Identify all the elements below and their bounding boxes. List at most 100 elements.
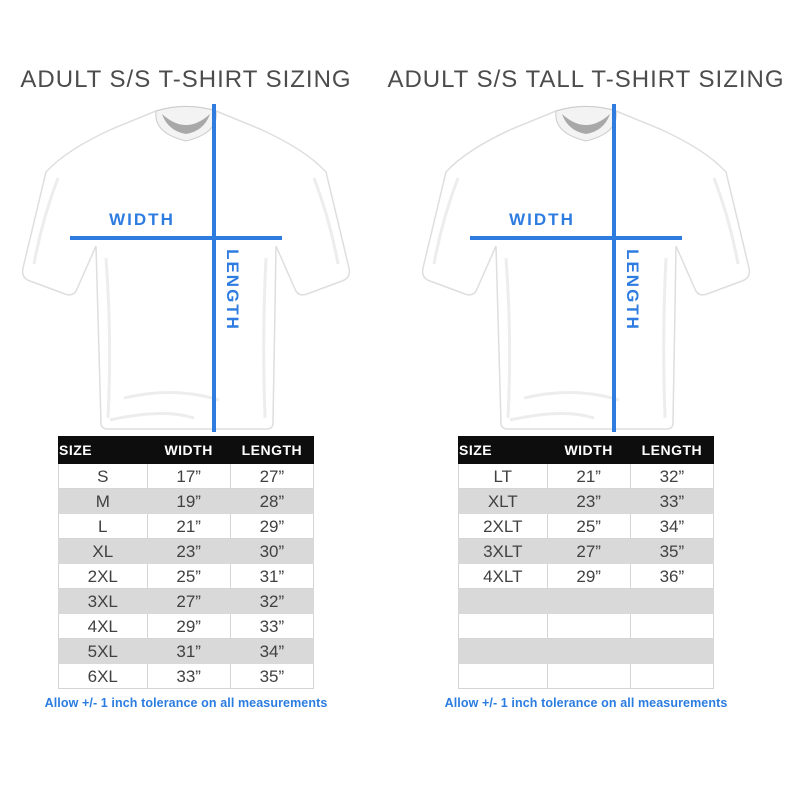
size-cell: 4XLT: [458, 563, 548, 589]
width-cell: 31”: [146, 638, 231, 664]
tshirt-graphic: [21, 105, 351, 430]
length-cell: 29”: [229, 513, 315, 539]
table-row: 4XL 29” 33”: [58, 613, 315, 639]
length-cell: 33”: [229, 613, 315, 639]
size-table-regular: SIZE WIDTH LENGTH S 17” 27” M 19” 28”: [58, 436, 315, 689]
tshirt-graphic: [421, 105, 751, 430]
tolerance-note-regular: Allow +/- 1 inch tolerance on all measur…: [44, 696, 328, 710]
table-row: XLT 23” 33”: [458, 488, 715, 514]
width-cell: 23”: [546, 488, 631, 514]
table-row: L 21” 29”: [58, 513, 315, 539]
table-row: LT 21” 32”: [458, 463, 715, 489]
col-header-length: LENGTH: [629, 436, 715, 464]
length-cell: 27”: [229, 463, 315, 489]
table-row: 3XLT 27” 35”: [458, 538, 715, 564]
table-header-row: SIZE WIDTH LENGTH: [58, 436, 315, 464]
width-cell: 21”: [546, 463, 631, 489]
width-label: WIDTH: [509, 210, 575, 229]
table-row: XL 23” 30”: [58, 538, 315, 564]
col-header-length: LENGTH: [229, 436, 315, 464]
fabric-shading: [432, 177, 740, 422]
size-cell: S: [58, 463, 148, 489]
size-cell: 4XL: [58, 613, 148, 639]
width-cell: 29”: [546, 563, 631, 589]
width-cell: [546, 613, 631, 639]
tshirt-diagram-tall: WIDTH LENGTH: [414, 98, 758, 436]
tshirt-diagram-regular: WIDTH LENGTH: [14, 98, 358, 436]
length-cell: [629, 588, 715, 614]
width-cell: 23”: [146, 538, 231, 564]
col-header-width: WIDTH: [146, 436, 231, 464]
table-row: S 17” 27”: [58, 463, 315, 489]
width-cell: 21”: [146, 513, 231, 539]
width-cell: 25”: [146, 563, 231, 589]
collar-opening: [562, 114, 610, 134]
size-cell: 3XL: [58, 588, 148, 614]
length-cell: 34”: [229, 638, 315, 664]
length-cell: 32”: [629, 463, 715, 489]
length-cell: 35”: [229, 663, 315, 689]
tolerance-note-tall: Allow +/- 1 inch tolerance on all measur…: [444, 696, 728, 710]
length-label: LENGTH: [623, 249, 642, 331]
length-cell: 35”: [629, 538, 715, 564]
width-cell: [546, 663, 631, 689]
table-row: 2XL 25” 31”: [58, 563, 315, 589]
length-cell: 33”: [629, 488, 715, 514]
collar-opening: [162, 114, 210, 134]
width-cell: [546, 638, 631, 664]
size-cell: [458, 663, 548, 689]
size-cell: 2XLT: [458, 513, 548, 539]
col-header-width: WIDTH: [546, 436, 631, 464]
table-row: 6XL 33” 35”: [58, 663, 315, 689]
width-cell: 33”: [146, 663, 231, 689]
tall-sizing-panel: ADULT S/S TALL T-SHIRT SIZING: [372, 66, 800, 710]
table-row: M 19” 28”: [58, 488, 315, 514]
length-cell: 28”: [229, 488, 315, 514]
panel-title-regular: ADULT S/S T-SHIRT SIZING: [20, 66, 352, 93]
length-cell: [629, 613, 715, 639]
collar: [155, 106, 217, 142]
fabric-shading: [32, 177, 340, 422]
width-label: WIDTH: [109, 210, 175, 229]
size-cell: [458, 613, 548, 639]
col-header-size: SIZE: [58, 436, 148, 464]
table-header-row: SIZE WIDTH LENGTH: [458, 436, 715, 464]
panel-title-tall: ADULT S/S TALL T-SHIRT SIZING: [387, 66, 785, 93]
size-cell: [458, 638, 548, 664]
tshirt-figure: WIDTH LENGTH: [421, 104, 751, 432]
table-row-empty: [458, 638, 715, 664]
length-cell: 34”: [629, 513, 715, 539]
size-cell: L: [58, 513, 148, 539]
size-cell: 3XLT: [458, 538, 548, 564]
size-cell: 2XL: [58, 563, 148, 589]
length-cell: 30”: [229, 538, 315, 564]
size-cell: 5XL: [58, 638, 148, 664]
length-label: LENGTH: [223, 249, 242, 331]
length-cell: [629, 663, 715, 689]
tshirt-figure: WIDTH LENGTH: [21, 104, 351, 432]
size-cell: LT: [458, 463, 548, 489]
length-cell: [629, 638, 715, 664]
table-row: 5XL 31” 34”: [58, 638, 315, 664]
panels-container: ADULT S/S T-SHIRT SIZING: [0, 66, 800, 710]
size-cell: 6XL: [58, 663, 148, 689]
table-row: 2XLT 25” 34”: [458, 513, 715, 539]
size-cell: XLT: [458, 488, 548, 514]
length-cell: 36”: [629, 563, 715, 589]
regular-sizing-panel: ADULT S/S T-SHIRT SIZING: [0, 66, 372, 710]
col-header-size: SIZE: [458, 436, 548, 464]
length-cell: 31”: [229, 563, 315, 589]
size-cell: [458, 588, 548, 614]
table-row-empty: [458, 613, 715, 639]
length-cell: 32”: [229, 588, 315, 614]
collar: [555, 106, 617, 142]
table-row: 4XLT 29” 36”: [458, 563, 715, 589]
width-cell: 25”: [546, 513, 631, 539]
table-row: 3XL 27” 32”: [58, 588, 315, 614]
width-cell: 27”: [546, 538, 631, 564]
width-cell: 29”: [146, 613, 231, 639]
size-table-tall: SIZE WIDTH LENGTH LT 21” 32” XLT 23” 33”: [458, 436, 715, 689]
table-row-empty: [458, 663, 715, 689]
width-cell: 19”: [146, 488, 231, 514]
